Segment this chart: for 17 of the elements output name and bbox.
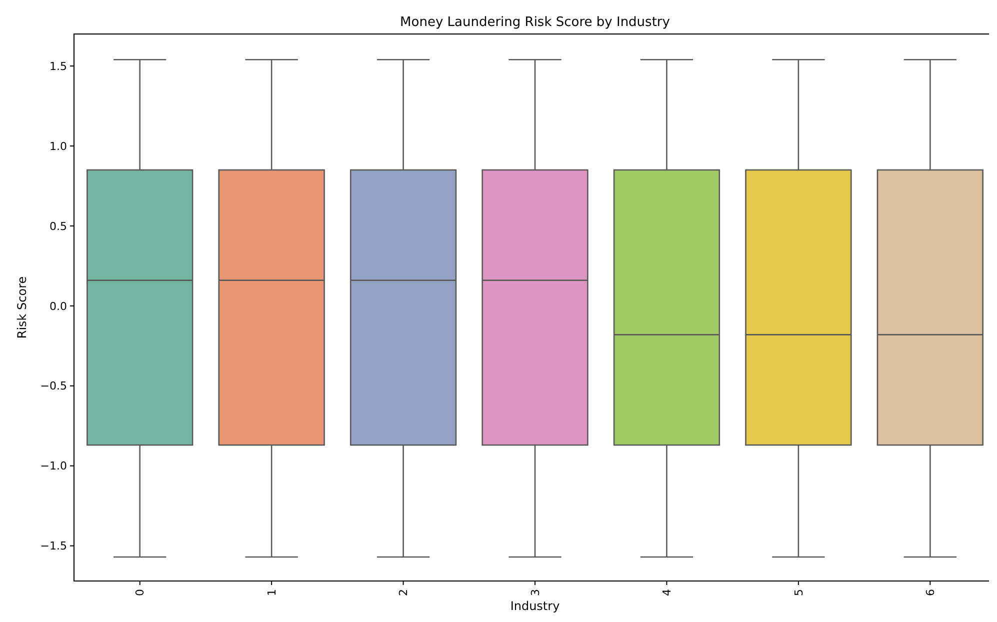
y-tick-label: −1.0 (40, 460, 67, 473)
y-tick-label: 1.0 (50, 140, 67, 153)
x-tick-label: 6 (924, 589, 937, 596)
y-tick-label: −0.5 (40, 380, 67, 393)
x-tick-label: 4 (660, 589, 674, 596)
y-axis-title: Risk Score (15, 276, 29, 339)
y-tick-label: −1.5 (40, 540, 67, 553)
x-tick-label: 2 (397, 589, 410, 596)
y-tick-label: 1.5 (50, 60, 67, 73)
x-tick-label: 3 (528, 589, 542, 596)
x-axis-title: Industry (510, 599, 560, 613)
chart-title: Money Laundering Risk Score by Industry (400, 15, 670, 30)
y-tick-label: 0.0 (50, 300, 67, 313)
x-tick-label: 1 (265, 589, 278, 596)
x-tick-label: 5 (792, 589, 806, 596)
y-tick-label: 0.5 (50, 220, 67, 233)
x-tick-label: 0 (134, 589, 147, 596)
